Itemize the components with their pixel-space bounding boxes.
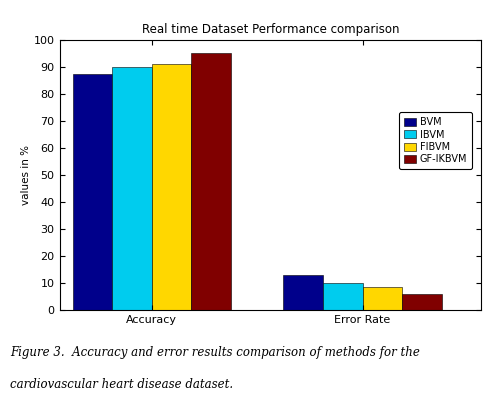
Text: Figure 3.  Accuracy and error results comparison of methods for the: Figure 3. Accuracy and error results com… bbox=[10, 346, 420, 359]
Y-axis label: values in %: values in % bbox=[21, 145, 31, 205]
Legend: BVM, IBVM, FIBVM, GF-IKBVM: BVM, IBVM, FIBVM, GF-IKBVM bbox=[399, 112, 472, 169]
Bar bbox=[73, 74, 112, 310]
Bar bbox=[112, 67, 152, 310]
Bar bbox=[323, 283, 363, 310]
Bar bbox=[284, 275, 323, 310]
Title: Real time Dataset Performance comparison: Real time Dataset Performance comparison bbox=[141, 23, 399, 36]
Bar bbox=[152, 64, 191, 310]
Bar bbox=[191, 53, 231, 310]
Text: cardiovascular heart disease dataset.: cardiovascular heart disease dataset. bbox=[10, 378, 233, 391]
Bar bbox=[363, 287, 402, 310]
Bar bbox=[402, 294, 441, 310]
